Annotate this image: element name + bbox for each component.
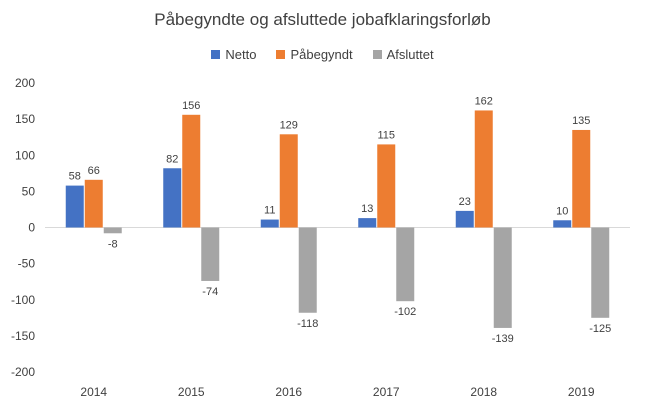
data-label-afsluttet: -118 <box>297 318 318 330</box>
bar-p-begyndt <box>84 179 103 228</box>
chart-title: Påbegyndte og afsluttede jobafklaringsfo… <box>154 10 491 29</box>
bar-netto <box>260 219 279 228</box>
y-tick-label: -200 <box>11 365 35 379</box>
data-label-netto: 13 <box>361 203 373 215</box>
legend-item-netto: Netto <box>211 47 256 62</box>
data-label-p-begyndt: 66 <box>88 165 100 177</box>
x-tick-label: 2014 <box>80 385 107 399</box>
bar-netto <box>65 185 84 228</box>
bar-afsluttet <box>298 227 317 313</box>
data-label-netto: 82 <box>166 153 178 165</box>
bar-p-begyndt <box>572 129 591 228</box>
data-label-p-begyndt: 135 <box>572 115 590 127</box>
legend-swatch-afsluttet <box>372 50 382 59</box>
data-label-p-begyndt: 156 <box>182 100 200 112</box>
y-tick-label: 150 <box>15 112 35 126</box>
data-label-afsluttet: -102 <box>394 306 416 318</box>
data-label-netto: 11 <box>264 205 275 217</box>
data-label-afsluttet: -74 <box>202 286 218 298</box>
x-tick-label: 2019 <box>568 385 595 399</box>
data-label-afsluttet: -139 <box>492 333 514 345</box>
bar-netto <box>553 220 572 228</box>
legend-item-afsluttet: Afsluttet <box>372 47 434 62</box>
data-label-p-begyndt: 162 <box>475 95 493 107</box>
x-tick-label: 2018 <box>470 385 497 399</box>
legend-label-netto: Netto <box>225 47 257 62</box>
data-label-afsluttet: -125 <box>589 323 611 335</box>
bar-p-begyndt <box>474 110 493 228</box>
legend-swatch-pabegyndt <box>276 50 286 59</box>
y-tick-label: -150 <box>11 329 35 343</box>
y-tick-label: 200 <box>15 76 35 90</box>
y-tick-label: 50 <box>22 184 36 198</box>
bar-afsluttet <box>103 227 122 234</box>
bar-p-begyndt <box>377 144 396 228</box>
data-label-p-begyndt: 129 <box>280 119 298 131</box>
data-label-p-begyndt: 115 <box>377 129 395 141</box>
bar-netto <box>455 210 474 228</box>
data-label-netto: 23 <box>459 196 471 208</box>
bar-netto <box>358 218 377 228</box>
y-tick-label: -50 <box>18 257 36 271</box>
y-tick-label: 100 <box>15 148 35 162</box>
legend-label-pabegyndt: Påbegyndt <box>290 47 353 62</box>
bar-afsluttet <box>493 227 512 328</box>
legend-item-pabegyndt: Påbegyndt <box>276 47 353 62</box>
legend-swatch-netto <box>211 50 221 59</box>
bar-afsluttet <box>591 227 610 318</box>
y-tick-label: 0 <box>28 221 35 235</box>
bar-p-begyndt <box>182 114 201 228</box>
data-label-netto: 10 <box>556 205 568 217</box>
y-tick-label: -100 <box>11 293 35 307</box>
bar-afsluttet <box>201 227 220 281</box>
x-tick-label: 2015 <box>178 385 205 399</box>
bar-afsluttet <box>396 227 415 302</box>
data-label-afsluttet: -8 <box>108 238 118 250</box>
legend-label-afsluttet: Afsluttet <box>386 47 434 62</box>
x-tick-label: 2016 <box>275 385 302 399</box>
x-tick-label: 2017 <box>373 385 400 399</box>
data-label-netto: 58 <box>69 171 81 183</box>
bar-p-begyndt <box>279 134 298 228</box>
bar-netto <box>163 168 182 228</box>
legend: Netto Påbegyndt Afsluttet <box>0 47 645 62</box>
